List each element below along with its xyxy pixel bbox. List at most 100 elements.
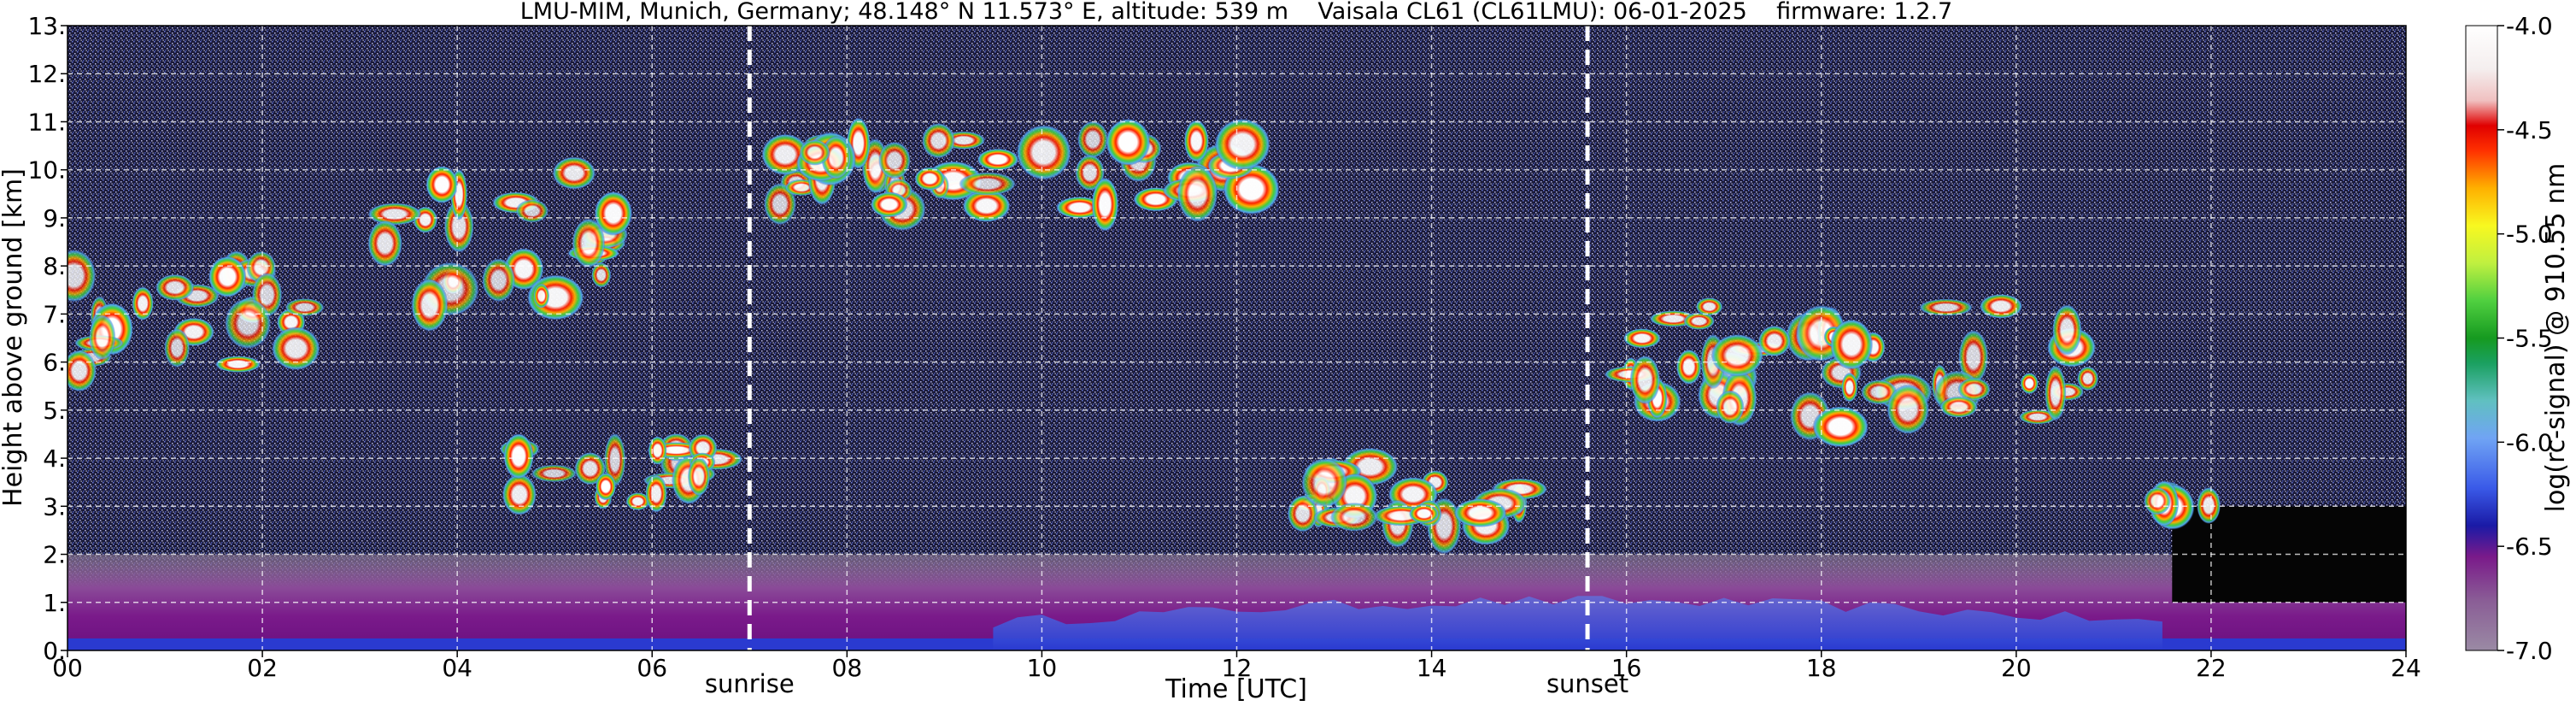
cloud-feature bbox=[67, 249, 325, 392]
colorbar-ticks: -4.0 -4.5 -5.0 -5.5 -6.0 -6.5 -7.0 bbox=[2497, 12, 2553, 665]
cloud-blob bbox=[572, 218, 606, 268]
cloud-blob bbox=[515, 199, 549, 223]
x-axis-label: Time [UTC] bbox=[1165, 674, 1307, 704]
x-tick-label: 22 bbox=[2196, 654, 2227, 682]
annotation-layer bbox=[747, 26, 1590, 650]
x-tick-label: 20 bbox=[2001, 654, 2032, 682]
y-tick-label: 9. bbox=[43, 204, 66, 232]
x-tick-label: 08 bbox=[832, 654, 863, 682]
colorbar-tick-label: -7.0 bbox=[2506, 637, 2553, 665]
cloud-blob bbox=[1979, 294, 2023, 319]
cloud-blob bbox=[2052, 304, 2082, 356]
colorbar-fill bbox=[2465, 25, 2498, 651]
cloud-blob bbox=[914, 167, 945, 191]
cloud-blob bbox=[1016, 124, 1071, 180]
cloud-blob bbox=[132, 286, 154, 321]
cloud-blob bbox=[502, 474, 537, 515]
cloud-blob bbox=[1861, 379, 1898, 405]
cloud-blob bbox=[155, 274, 195, 301]
y-tick-label: 8. bbox=[43, 252, 66, 280]
cloud-blob bbox=[1958, 329, 1989, 385]
cloud-blob bbox=[552, 156, 596, 190]
cloud-feature bbox=[367, 156, 633, 332]
colorbar-tick-label: -5.5 bbox=[2506, 325, 2553, 353]
daytime-mixing-layer bbox=[993, 596, 2162, 650]
cloud-feature bbox=[1287, 447, 1548, 555]
y-tick-label: 13. bbox=[27, 12, 66, 40]
x-tick-label: 02 bbox=[247, 654, 278, 682]
cloud-blob bbox=[648, 436, 667, 465]
cloud-blob bbox=[285, 298, 325, 317]
cloud-blob bbox=[1055, 197, 1104, 219]
sunset-label: sunset bbox=[1546, 669, 1628, 698]
cloud-blob bbox=[1757, 325, 1791, 357]
cloud-blob bbox=[1301, 457, 1348, 508]
cloud-blob bbox=[1622, 328, 1661, 349]
cloud-blob bbox=[2197, 486, 2221, 524]
cloud-blob bbox=[1629, 355, 1661, 405]
colorbar-tick-label: -4.5 bbox=[2506, 116, 2553, 144]
cloud-blob bbox=[1695, 297, 1723, 316]
cloud-blob bbox=[272, 327, 320, 371]
x-tick-label: 00 bbox=[52, 654, 83, 682]
colorbar: -4.0 -4.5 -5.0 -5.5 -6.0 -6.5 -7.0 log(rc-sign… bbox=[2465, 12, 2571, 665]
cloud-blob bbox=[604, 432, 626, 487]
y-tick-label: 3. bbox=[43, 492, 66, 521]
x-tick-label: 16 bbox=[1611, 654, 1642, 682]
cloud-blob bbox=[411, 278, 449, 332]
colorbar-tick-label: -4.0 bbox=[2506, 12, 2553, 40]
cloud-blob bbox=[821, 135, 852, 179]
cloud-blob bbox=[2077, 366, 2099, 391]
cloud-blob bbox=[2018, 409, 2057, 425]
cloud-blob bbox=[1841, 372, 1858, 403]
cloud-blob bbox=[2020, 373, 2039, 394]
cloud-layer bbox=[67, 117, 2221, 555]
x-tick-label: 06 bbox=[637, 654, 667, 682]
cloud-blob bbox=[1683, 312, 1715, 330]
cloud-blob bbox=[531, 464, 578, 483]
cloud-blob bbox=[224, 297, 272, 350]
cloud-blob bbox=[1106, 118, 1151, 166]
cloud-blob bbox=[799, 139, 830, 166]
cloud-blob bbox=[962, 189, 1011, 222]
cloud-blob bbox=[1177, 165, 1218, 222]
colorbar-label: log(rc-signal) @ 910.55 nm bbox=[2541, 163, 2571, 513]
cloud-blob bbox=[591, 262, 612, 288]
cloud-blob bbox=[214, 356, 261, 373]
y-tick-label: 12. bbox=[27, 60, 66, 88]
cloud-feature bbox=[2144, 480, 2221, 530]
cloud-blob bbox=[1957, 377, 1991, 401]
x-tick-label: 12 bbox=[1222, 654, 1253, 682]
cloud-blob bbox=[1077, 121, 1109, 159]
cloud-blob bbox=[482, 258, 516, 303]
cloud-blob bbox=[878, 141, 911, 179]
cloud-blob bbox=[367, 203, 422, 226]
cloud-blob bbox=[503, 433, 534, 479]
cloud-blob bbox=[443, 200, 474, 253]
x-tick-label: 18 bbox=[1806, 654, 1837, 682]
cloud-blob bbox=[67, 350, 97, 392]
sunrise-label: sunrise bbox=[705, 669, 795, 698]
cloud-blob bbox=[425, 166, 459, 203]
y-tick-label: 6. bbox=[43, 349, 66, 377]
y-tick-label: 10. bbox=[27, 156, 66, 185]
cloud-blob bbox=[208, 256, 247, 297]
cloud-blob bbox=[922, 122, 955, 159]
colorbar-tick-label: -6.0 bbox=[2506, 428, 2553, 456]
cloud-blob bbox=[89, 314, 116, 361]
cloud-blob bbox=[2045, 365, 2067, 421]
colorbar-tick-label: -5.0 bbox=[2506, 221, 2553, 249]
cloud-blob bbox=[1716, 390, 1745, 425]
cloud-blob bbox=[977, 148, 1019, 171]
colorbar-tick-label: -6.5 bbox=[2506, 532, 2553, 561]
cloud-blob bbox=[1830, 319, 1874, 370]
cloud-blob bbox=[2144, 486, 2171, 515]
cloud-blob bbox=[763, 183, 796, 226]
y-tick-label: 7. bbox=[43, 300, 66, 328]
y-tick-label: 2. bbox=[43, 541, 66, 569]
y-axis-ticks: 0. 1. 2. 3. 4. 5. 6. 7. 8. 9. 10. 11. 12. 13. bbox=[27, 12, 67, 665]
cloud-blob bbox=[1287, 495, 1318, 532]
y-tick-label: 5. bbox=[43, 397, 66, 425]
cloud-blob bbox=[687, 456, 711, 497]
